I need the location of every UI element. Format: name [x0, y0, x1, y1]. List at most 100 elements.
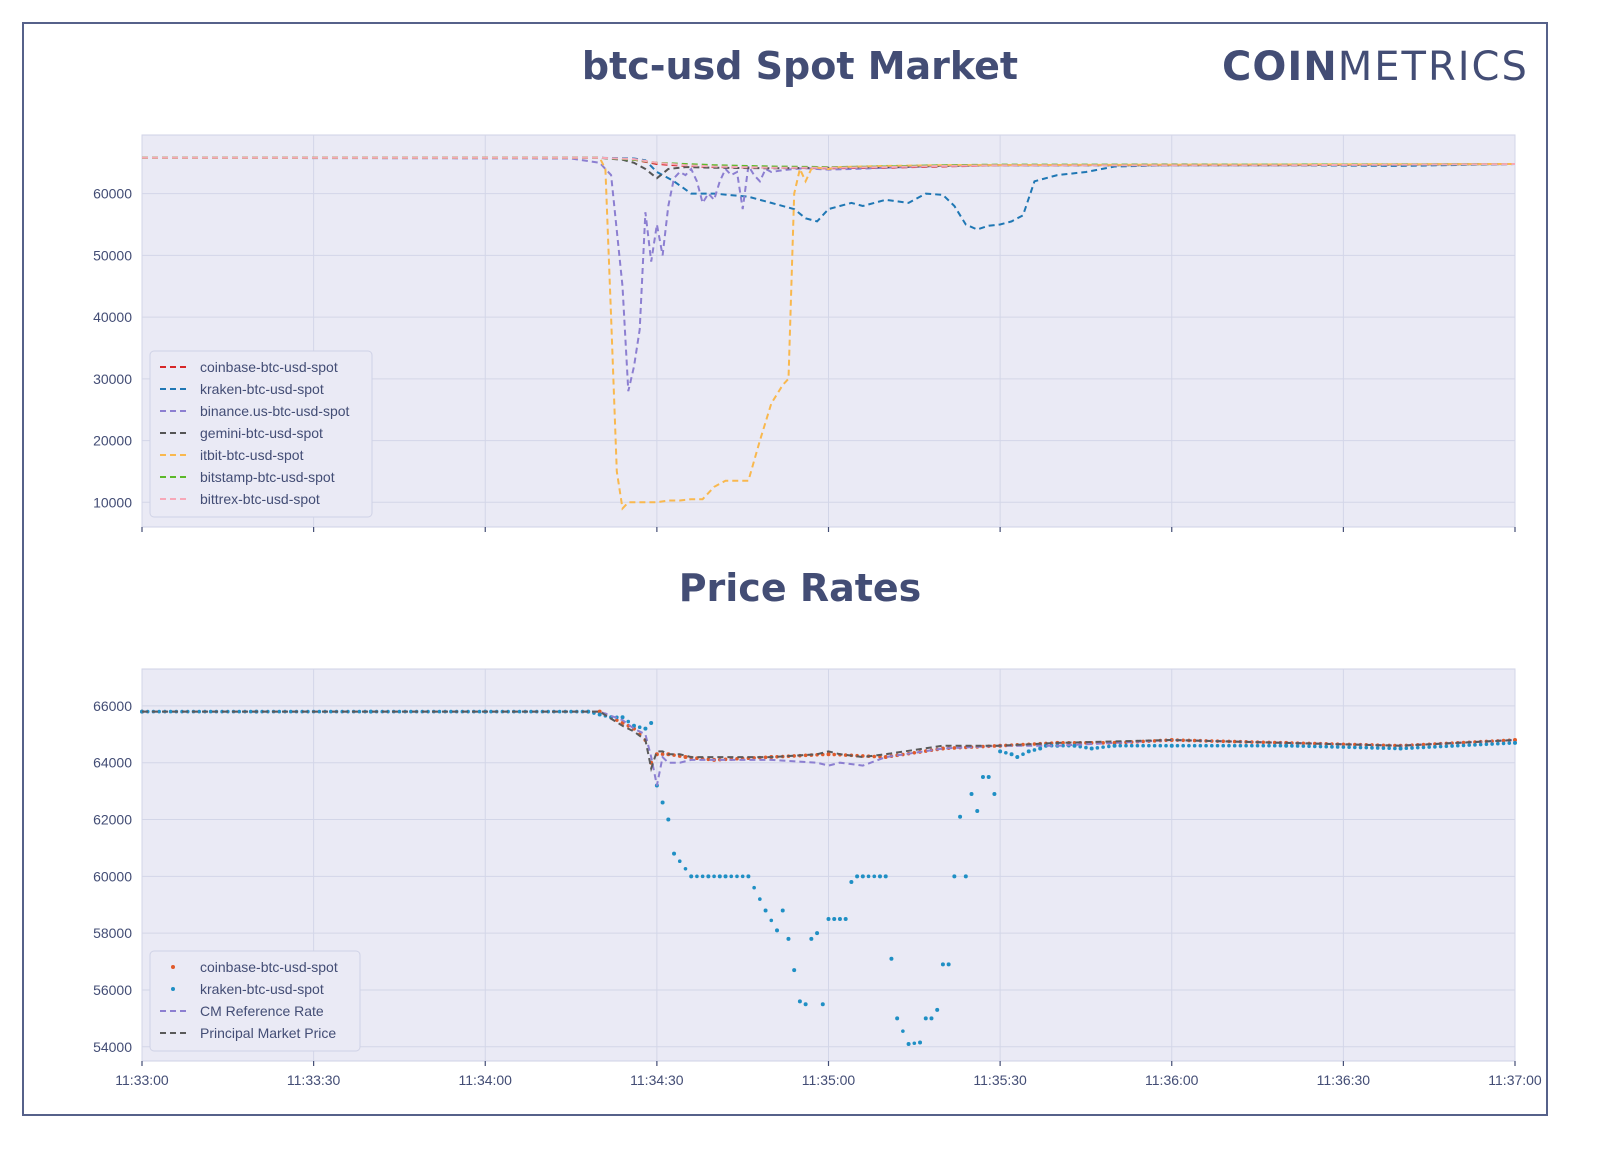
data-point: [1169, 743, 1174, 748]
data-point: [1513, 740, 1517, 745]
x-tick-label: 11:34:00: [459, 1072, 513, 1088]
data-point: [1484, 742, 1489, 747]
data-point: [1032, 742, 1037, 746]
data-point: [1107, 744, 1111, 749]
data-point: [998, 749, 1003, 754]
bottom-chart-title: Price Rates: [678, 566, 922, 610]
data-point: [1221, 739, 1226, 744]
data-point: [1084, 745, 1088, 750]
data-point: [208, 709, 213, 714]
data-point: [1427, 745, 1431, 749]
data-point: [1301, 744, 1306, 748]
data-point: [1513, 738, 1517, 743]
legend-label: coinbase-btc-usd-spot: [200, 959, 338, 975]
data-point: [712, 874, 716, 879]
legend-label: coinbase-btc-usd-spot: [200, 359, 338, 375]
data-point: [157, 709, 161, 714]
data-point: [1496, 741, 1500, 746]
data-point: [1307, 744, 1311, 749]
data-point: [803, 753, 808, 758]
data-point: [197, 709, 202, 714]
x-tick-label: 11:33:30: [287, 1072, 341, 1088]
data-point: [1004, 750, 1008, 755]
data-point: [677, 859, 682, 864]
data-point: [706, 757, 711, 762]
data-point: [780, 908, 785, 913]
y-tick-label: 10000: [93, 494, 132, 510]
data-point: [1438, 744, 1443, 749]
data-point: [1101, 741, 1105, 745]
data-point: [695, 874, 699, 879]
data-point: [1358, 745, 1363, 750]
legend-marker: [171, 965, 175, 969]
data-point: [1261, 740, 1266, 745]
data-point: [912, 750, 917, 755]
x-tick-label: 11:33:00: [115, 1072, 169, 1088]
data-point: [809, 936, 814, 941]
data-point: [1021, 752, 1025, 757]
data-point: [992, 791, 997, 796]
data-point: [328, 709, 333, 714]
data-point: [740, 874, 745, 879]
data-point: [615, 718, 619, 722]
data-point: [1209, 743, 1214, 748]
data-point: [872, 874, 877, 879]
data-point: [758, 897, 762, 901]
series-line: [142, 156, 1516, 511]
data-point: [1393, 746, 1397, 751]
data-point: [1461, 740, 1466, 745]
data-point: [1192, 743, 1197, 748]
data-point: [597, 712, 602, 717]
x-tick-label: 11:36:30: [1317, 1072, 1371, 1088]
data-point: [929, 1016, 934, 1021]
legend-box: [149, 350, 373, 518]
data-point: [168, 709, 173, 714]
data-point: [901, 1029, 905, 1033]
data-point: [918, 1040, 923, 1045]
data-point: [557, 709, 562, 714]
y-tick-label: 60000: [93, 868, 132, 884]
data-point: [826, 916, 831, 921]
data-point: [1061, 743, 1065, 748]
x-tick-label: 11:35:00: [802, 1072, 856, 1088]
data-point: [397, 709, 402, 714]
data-point: [706, 874, 711, 879]
data-point: [666, 817, 671, 822]
data-point: [837, 916, 842, 921]
data-point: [1501, 741, 1506, 746]
legend-label: bitstamp-btc-usd-spot: [200, 469, 335, 485]
legend-label: Principal Market Price: [200, 1025, 336, 1041]
y-tick-label: 54000: [93, 1039, 132, 1055]
data-point: [1129, 743, 1134, 748]
x-tick-label: 11:36:00: [1145, 1072, 1199, 1088]
data-point: [237, 709, 242, 714]
data-point: [449, 709, 453, 714]
data-point: [1255, 743, 1260, 748]
data-point: [620, 715, 625, 720]
data-point: [1295, 744, 1300, 748]
top-chart-title: btc-usd Spot Market: [581, 44, 1019, 88]
data-point: [700, 874, 705, 879]
data-point: [923, 1016, 928, 1021]
data-point: [980, 774, 985, 779]
data-point: [717, 874, 722, 879]
data-point: [872, 754, 877, 759]
data-point: [1330, 745, 1334, 749]
data-point: [248, 709, 253, 714]
data-point: [1141, 743, 1145, 748]
data-point: [1181, 743, 1185, 748]
data-point: [1124, 743, 1128, 748]
data-point: [1467, 743, 1472, 747]
data-point: [1244, 743, 1248, 748]
data-point: [1078, 744, 1083, 749]
data-point: [489, 709, 493, 714]
data-point: [860, 874, 865, 879]
y-tick-label: 60000: [93, 186, 132, 202]
data-point: [1181, 738, 1185, 743]
data-point: [752, 885, 756, 890]
data-point: [883, 874, 888, 879]
data-point: [529, 709, 533, 714]
data-point: [277, 709, 282, 714]
y-tick-label: 56000: [93, 982, 132, 998]
